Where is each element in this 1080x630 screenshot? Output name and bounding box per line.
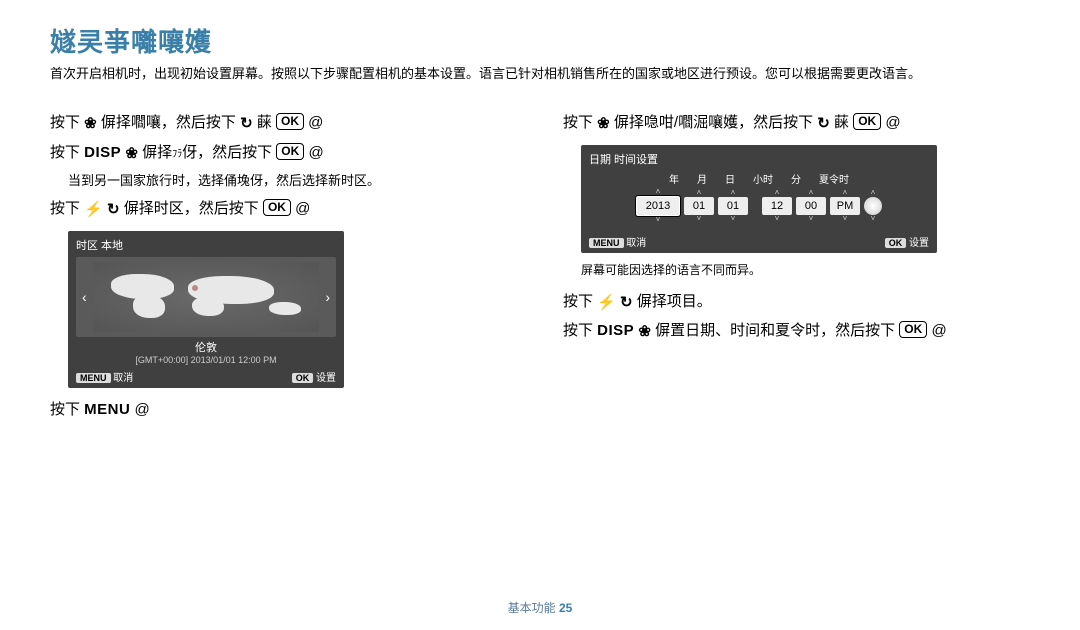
flower-icon: ❀ <box>84 110 97 139</box>
chevron-right-icon[interactable]: › <box>325 289 330 305</box>
step-4: 按下 MENU @ <box>50 396 517 425</box>
ok-icon: OK <box>276 113 304 130</box>
hdr: 日 <box>725 171 735 186</box>
right-column: 按下 ❀ 偋择喼咁/嚪淈嚷嬳，然后按下 ↻ 蔝 OK @ 日期 时间设置 年 月… <box>563 109 1030 424</box>
hour-cell[interactable]: 12 <box>762 197 792 215</box>
step-2-note: 当到另一国家旅行时，选择俑堍伢，然后选择新时区。 <box>68 170 517 189</box>
lcd-header: 时区 本地 <box>76 237 336 253</box>
set-label: 设置 <box>316 373 336 384</box>
gmt-text: [GMT+00:00] 2013/01/01 12:00 PM <box>76 355 336 365</box>
chevron-down-icon[interactable]: ˅ <box>656 216 661 224</box>
world-map: ‹ › <box>76 257 336 337</box>
r-step-3: 按下 DISP ❀ 偋置日期、时间和夏令时，然后按下 OK @ <box>563 317 1030 347</box>
step-3: 按下 ⚡ ↻ 偋择时区，然后按下 OK @ <box>50 195 517 225</box>
step-1: 按下 ❀ 偋择嚪嚷，然后按下 ↻ 蔝 OK @ <box>50 109 517 139</box>
bolt-icon: ⚡ <box>597 289 616 318</box>
timezone-lcd: 时区 本地 ‹ › 伦敦 [GMT+00:00] 2013/01/01 12:0… <box>68 231 344 388</box>
hdr: 分 <box>791 171 801 186</box>
cancel-label: 取消 <box>626 238 646 249</box>
chevron-up-icon[interactable]: ˄ <box>656 188 661 196</box>
flower-icon: ❀ <box>638 318 651 347</box>
ok-icon: OK <box>263 199 291 216</box>
datetime-lcd: 日期 时间设置 年 月 日 小时 分 夏令时 ˄2013˅ ˄01˅ ˄01˅ … <box>581 145 937 253</box>
year-cell[interactable]: 2013 <box>636 196 680 216</box>
city-name: 伦敦 <box>76 339 336 355</box>
min-cell[interactable]: 00 <box>796 197 826 215</box>
r-step-2: 按下 ⚡ ↻ 偋择项目。 <box>563 288 1030 318</box>
ok-pill[interactable]: OK <box>292 373 314 383</box>
set-label: 设置 <box>909 238 929 249</box>
menu-pill[interactable]: MENU <box>589 238 624 248</box>
cancel-label: 取消 <box>113 373 133 384</box>
month-cell[interactable]: 01 <box>684 197 714 215</box>
hdr: 夏令时 <box>819 171 849 186</box>
menu-label: MENU <box>84 401 130 418</box>
ok-icon: OK <box>899 321 927 338</box>
dst-icon[interactable] <box>864 197 882 215</box>
disp-label: DISP <box>597 322 634 339</box>
bolt-icon: ⚡ <box>84 196 103 225</box>
timer-icon: ↻ <box>240 110 253 139</box>
step-2: 按下 DISP ❀ 偋择ﾌﾗ伢，然后按下 OK @ <box>50 139 517 169</box>
ok-icon: OK <box>276 143 304 160</box>
ampm-cell[interactable]: PM <box>830 197 860 215</box>
left-column: 按下 ❀ 偋择嚪嚷，然后按下 ↻ 蔝 OK @ 按下 DISP ❀ 偋择ﾌﾗ伢，… <box>50 109 517 424</box>
intro-text: 首次开启相机时，出现初始设置屏幕。按照以下步骤配置相机的基本设置。语言已针对相机… <box>50 65 1030 83</box>
r-step-1: 按下 ❀ 偋择喼咁/嚪淈嚷嬳，然后按下 ↻ 蔝 OK @ <box>563 109 1030 139</box>
timer-icon: ↻ <box>817 110 830 139</box>
dt-title: 日期 时间设置 <box>589 151 929 167</box>
timer-icon: ↻ <box>620 289 633 318</box>
lang-caption: 屏幕可能因选择的语言不同而异。 <box>581 261 1030 278</box>
ok-pill[interactable]: OK <box>885 238 907 248</box>
page-footer: 基本功能 25 <box>0 599 1080 616</box>
ok-icon: OK <box>853 113 881 130</box>
menu-pill[interactable]: MENU <box>76 373 111 383</box>
chevron-left-icon[interactable]: ‹ <box>82 289 87 305</box>
hdr: 年 <box>669 171 679 186</box>
flower-icon: ❀ <box>125 140 138 169</box>
hdr: 小时 <box>753 171 773 186</box>
page-title: 嬘㚑亊囄嚷嬳 <box>50 22 1030 59</box>
disp-label: DISP <box>84 144 121 161</box>
hdr: 月 <box>697 171 707 186</box>
timer-icon: ↻ <box>107 196 120 225</box>
flower-icon: ❀ <box>597 110 610 139</box>
day-cell[interactable]: 01 <box>718 197 748 215</box>
